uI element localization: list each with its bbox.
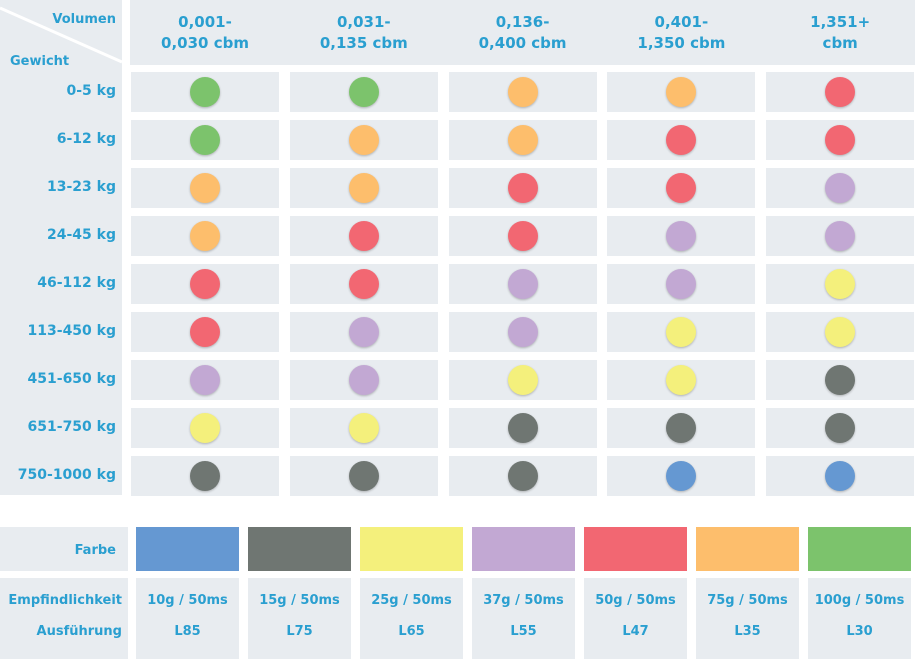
- dot: [348, 461, 379, 491]
- dot: [348, 317, 379, 347]
- row-label: 46-112 kg: [37, 275, 116, 291]
- color-label: Farbe: [74, 543, 116, 558]
- dot: [348, 413, 379, 443]
- column-header: 0,001- 0,030 cbm: [161, 13, 249, 52]
- execution-label: Ausführung: [36, 624, 122, 639]
- column-header: 0,031- 0,135 cbm: [319, 13, 408, 52]
- legend-cell: [472, 578, 575, 659]
- dot: [190, 269, 220, 299]
- dot: [190, 125, 220, 155]
- dot: [825, 173, 856, 203]
- dot: [348, 173, 379, 203]
- dot: [190, 461, 220, 491]
- dot: [348, 269, 379, 299]
- sensitivity: 100g / 50ms: [814, 593, 905, 608]
- column-header: 1,351+ cbm: [810, 13, 871, 52]
- row-label: 6-12 kg: [56, 131, 116, 147]
- dot: [348, 365, 379, 395]
- label-column: [0, 0, 122, 495]
- dot: [825, 461, 856, 491]
- execution: L55: [510, 624, 537, 639]
- dot: [825, 413, 856, 443]
- legend-cell: [808, 578, 911, 659]
- legend-label-box: [0, 578, 128, 659]
- volume-label: Volumen: [52, 12, 116, 27]
- execution: L85: [174, 624, 201, 639]
- dot: [666, 125, 697, 155]
- corner-divider: [0, 6, 122, 64]
- dot: [507, 269, 538, 299]
- execution: L30: [846, 624, 873, 639]
- legend-cell: [136, 578, 239, 659]
- execution: L35: [734, 624, 761, 639]
- color-swatch: [360, 527, 463, 571]
- dot: [825, 269, 856, 299]
- dot: [666, 365, 697, 395]
- dot: [190, 317, 220, 347]
- dot: [666, 269, 697, 299]
- dot: [825, 125, 856, 155]
- dot: [825, 317, 856, 347]
- row-label: 13-23 kg: [47, 179, 116, 195]
- execution: L47: [622, 624, 649, 639]
- color-swatch: [472, 527, 575, 571]
- dot: [666, 77, 697, 107]
- dot: [825, 221, 856, 251]
- dot: [507, 77, 538, 107]
- dot: [348, 221, 379, 251]
- dot: [825, 365, 856, 395]
- dot: [507, 461, 538, 491]
- dot: [507, 365, 538, 395]
- column-header: 0,401- 1,350 cbm: [637, 13, 726, 52]
- dot: [507, 413, 538, 443]
- dot: [507, 173, 538, 203]
- row-label: 451-650 kg: [27, 371, 116, 387]
- dot: [666, 173, 697, 203]
- legend-cell: [696, 578, 799, 659]
- row-label: 0-5 kg: [66, 83, 117, 99]
- header-band: [130, 0, 915, 65]
- sensitivity: 10g / 50ms: [147, 593, 228, 608]
- row-label: 24-45 kg: [47, 227, 116, 243]
- color-swatch: [584, 527, 687, 571]
- dot: [348, 77, 379, 107]
- dot: [190, 173, 220, 203]
- row-label: 750-1000 kg: [17, 467, 116, 483]
- weight-label: Gewicht: [10, 54, 70, 69]
- sensitivity: 37g / 50ms: [483, 593, 564, 608]
- dot: [507, 317, 538, 347]
- row-label: 651-750 kg: [27, 419, 116, 435]
- dot: [666, 413, 697, 443]
- execution: L75: [286, 624, 313, 639]
- legend-label-box: [0, 527, 128, 571]
- legend-cell: [584, 578, 687, 659]
- dot: [507, 125, 538, 155]
- sensitivity: 25g / 50ms: [371, 593, 452, 608]
- dot: [190, 77, 220, 107]
- column-header: 0,136- 0,400 cbm: [478, 13, 567, 52]
- dot: [190, 221, 220, 251]
- dot: [190, 365, 220, 395]
- dot: [666, 221, 697, 251]
- execution: L65: [398, 624, 425, 639]
- dot: [348, 125, 379, 155]
- dot: [507, 221, 538, 251]
- sensitivity-label: Empfindlichkeit: [8, 593, 122, 608]
- dot: [666, 461, 697, 491]
- color-swatch: [696, 527, 799, 571]
- legend-cell: [360, 578, 463, 659]
- color-swatch: [808, 527, 911, 571]
- dot: [190, 413, 220, 443]
- dot: [825, 77, 856, 107]
- row-label: 113-450 kg: [27, 323, 116, 339]
- color-swatch: [248, 527, 351, 571]
- color-swatch: [136, 527, 239, 571]
- sensitivity: 50g / 50ms: [595, 593, 676, 608]
- sensitivity: 15g / 50ms: [259, 593, 340, 608]
- legend-cell: [248, 578, 351, 659]
- sensitivity: 75g / 50ms: [707, 593, 788, 608]
- dot: [666, 317, 697, 347]
